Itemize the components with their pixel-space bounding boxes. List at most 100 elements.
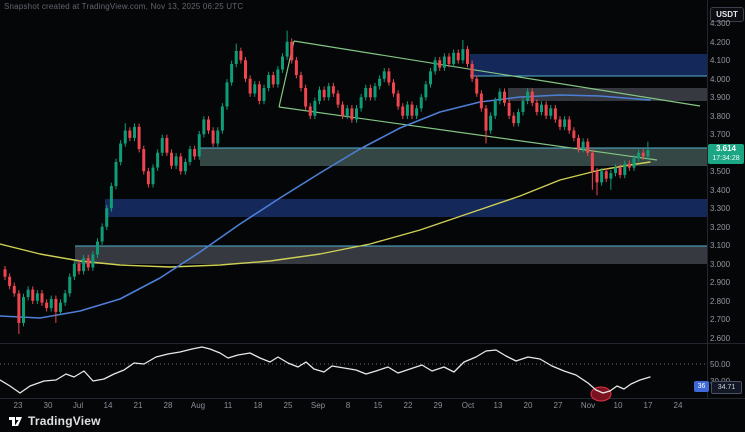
price-tick-label: 3.800 (710, 111, 731, 121)
candle-body (211, 130, 215, 144)
candle-body (507, 102, 511, 116)
tradingview-logo-text: TradingView (28, 413, 101, 428)
price-tick-label: 3.200 (710, 222, 731, 232)
candle-body (350, 108, 354, 120)
candle-body (105, 208, 109, 227)
candle-body (109, 186, 113, 209)
yellow-ma-line (0, 161, 651, 268)
candle-body (179, 156, 183, 172)
candle-body (410, 104, 414, 116)
candle-body (521, 100, 525, 113)
candle-body (572, 130, 576, 138)
candle-body (257, 84, 261, 101)
price-tick-label: 3.400 (710, 185, 731, 195)
candle-body (3, 269, 7, 277)
candle-body (637, 152, 641, 159)
candle-body (479, 93, 483, 109)
trendline-2[interactable] (278, 106, 658, 161)
candle-body (382, 71, 386, 79)
time-tick-label: 24 (673, 401, 683, 410)
candle-body (470, 63, 474, 79)
candle-body (142, 149, 146, 172)
candle-body (456, 52, 460, 61)
mid-support-zone (200, 148, 707, 166)
candle-body (614, 167, 617, 174)
current-price-badge: 3.614 17:34:28 (708, 144, 744, 164)
candle-body (165, 137, 169, 153)
rsi-value-badge: 34.71 (711, 381, 742, 394)
support-zone-navy (105, 199, 707, 217)
candle-body (595, 171, 599, 183)
candle-body (290, 41, 294, 61)
time-tick-label: 25 (283, 401, 293, 410)
candle-body (137, 126, 141, 150)
candle-body (188, 149, 192, 162)
time-tick-month-label: Nov (580, 401, 596, 410)
candle-body (484, 108, 488, 131)
rsi-tick-label: 50.00 (710, 360, 731, 369)
candle-body (378, 78, 382, 87)
candle-body (151, 167, 155, 185)
candle-body (63, 293, 67, 303)
candle-body (119, 143, 123, 162)
candle-body (558, 119, 562, 127)
candle-body (35, 293, 39, 301)
time-tick-month-label: Aug (190, 401, 206, 410)
candle-body (415, 108, 419, 116)
candle-body (248, 78, 252, 94)
price-tick-label: 4.000 (710, 74, 731, 84)
candle-body (197, 134, 201, 157)
time-tick-label: 10 (613, 401, 623, 410)
current-price: 3.614 (715, 144, 737, 153)
candle-body (170, 152, 173, 166)
time-tick-label: 15 (373, 401, 383, 410)
candle-body (12, 285, 16, 294)
time-tick-month-label: Sep (310, 401, 326, 410)
candle-body (285, 41, 289, 57)
candle-body (373, 86, 377, 98)
rsi-line (0, 346, 651, 394)
candle-body (405, 104, 409, 116)
candle-body (96, 241, 99, 255)
candle-body (86, 258, 90, 268)
time-tick-label: 20 (523, 401, 533, 410)
candle-body (600, 171, 604, 183)
candle-body (114, 162, 118, 187)
candle-body (299, 75, 303, 88)
candle-body (234, 51, 238, 64)
price-tick-label: 3.700 (710, 130, 731, 140)
resistance-zone-upper (470, 54, 707, 76)
time-tick-label: 27 (553, 401, 563, 410)
candle-body (40, 293, 44, 303)
time-tick-label: 11 (223, 401, 233, 410)
price-tick-label: 4.300 (710, 19, 731, 29)
trendline-0[interactable] (293, 40, 701, 107)
candle-body (609, 173, 613, 179)
tradingview-attribution[interactable]: TradingView (8, 413, 101, 428)
time-tick-label: 29 (433, 401, 443, 410)
candle-body (567, 119, 571, 131)
candle-body (540, 104, 543, 113)
candle-body (442, 56, 446, 68)
candle-body (544, 104, 548, 116)
price-tick-label: 2.600 (710, 333, 731, 343)
candle-body (549, 108, 553, 116)
candle-body (100, 226, 104, 242)
price-tick-label: 3.100 (710, 241, 731, 251)
candle-body (493, 100, 497, 116)
candle-body (355, 108, 358, 120)
candle-body (313, 100, 317, 116)
tradingview-logo-icon (9, 417, 22, 426)
candle-body (276, 69, 280, 85)
candle-body (623, 163, 627, 175)
candle-body (267, 75, 271, 88)
candle-body (68, 276, 72, 294)
time-tick-label: 30 (43, 401, 53, 410)
price-tick-label: 2.900 (710, 278, 731, 288)
candle-body (438, 60, 442, 68)
candle-body (123, 130, 127, 144)
time-tick-label: 22 (403, 401, 413, 410)
candle-body (489, 115, 493, 131)
quote-currency-badge: USDT (710, 7, 744, 22)
